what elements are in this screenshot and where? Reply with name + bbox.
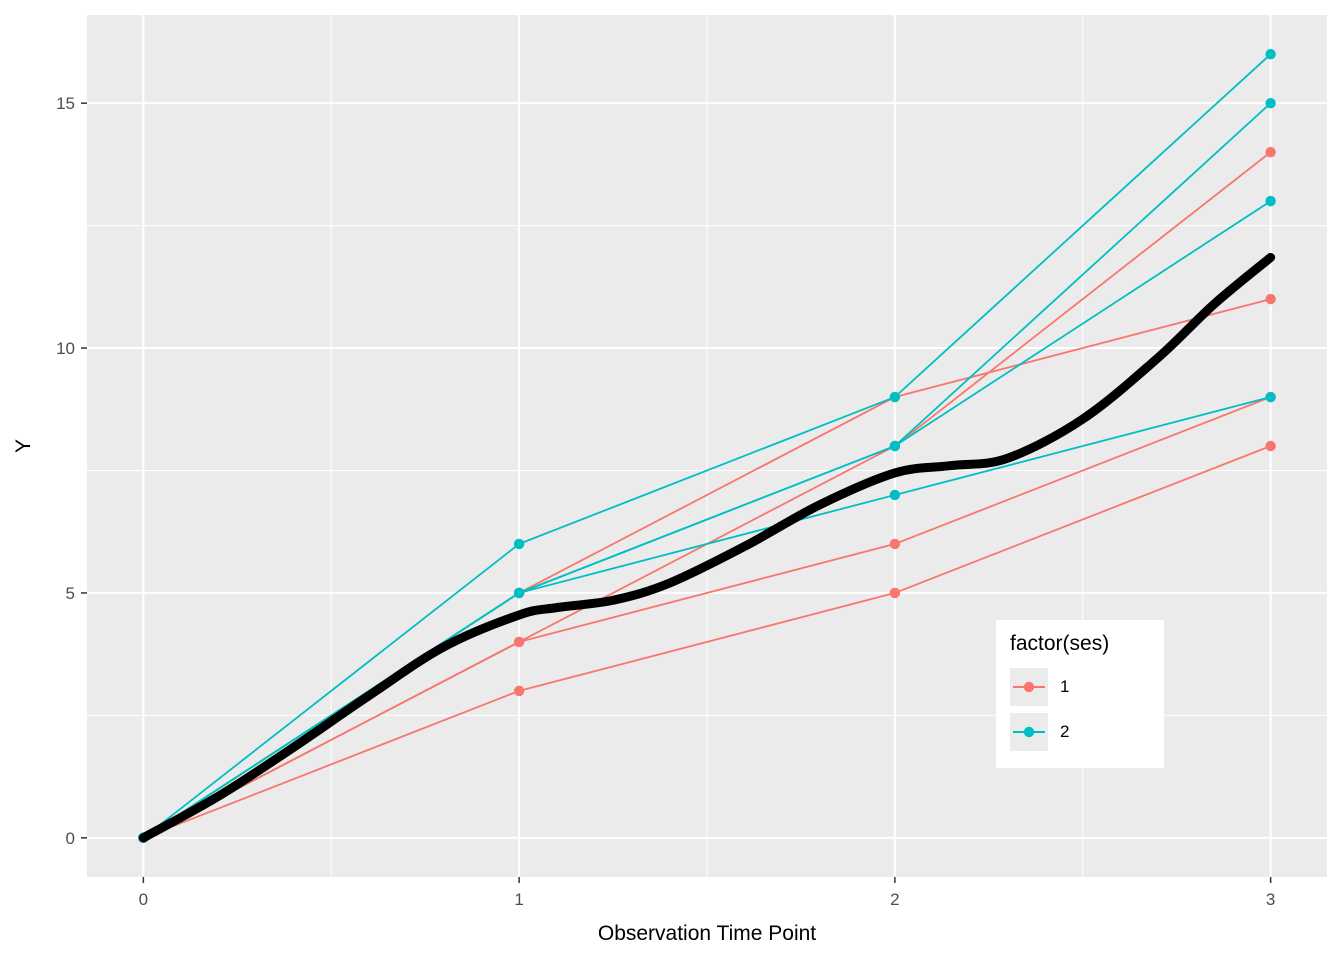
data-point-subject-2-t2 — [889, 538, 901, 550]
x-tick-label-2: 2 — [890, 890, 899, 909]
data-point-subject-6-t3 — [1265, 195, 1276, 207]
data-point-subject-3-t3 — [1265, 293, 1276, 305]
y-tick-label-5: 5 — [66, 584, 75, 603]
x-axis-title: Observation Time Point — [598, 922, 816, 945]
legend-label-2: 2 — [1060, 722, 1070, 741]
data-point-subject-4-t1 — [513, 636, 525, 648]
data-point-subject-7-t1 — [513, 587, 525, 599]
y-axis-title: Y — [12, 439, 35, 453]
data-point-subject-8-t3 — [1265, 48, 1276, 60]
data-point-subject-5-t3 — [1265, 391, 1276, 403]
y-tick-label-0: 0 — [66, 829, 75, 848]
data-point-subject-1-t2 — [889, 587, 901, 599]
trajectory-line-subject-7 — [142, 102, 1272, 839]
data-point-subject-8-t2 — [889, 391, 901, 403]
legend-entry-2: 2 — [1010, 713, 1152, 751]
legend-title: factor(ses) — [1010, 632, 1110, 655]
data-point-subject-7-t3 — [1265, 97, 1276, 109]
legend-key-icon-1 — [1010, 668, 1048, 706]
legend-entry-1: 1 — [1010, 668, 1152, 706]
y-tick-label-10: 10 — [56, 339, 75, 358]
data-point-subject-8-t1 — [513, 538, 525, 550]
trajectory-line-subject-1 — [143, 445, 1271, 839]
data-point-subject-5-t2 — [889, 489, 901, 501]
data-point-subject-7-t2 — [889, 440, 901, 452]
legend-key-icon-2 — [1010, 713, 1048, 751]
data-point-subject-1-t1 — [513, 685, 525, 697]
data-point-subject-1-t3 — [1265, 440, 1276, 452]
x-tick-label-0: 0 — [139, 890, 148, 909]
trajectory-line-subject-8 — [142, 53, 1272, 839]
data-point-subject-4-t3 — [1265, 146, 1276, 158]
x-tick-label-3: 3 — [1266, 890, 1275, 909]
legend-label-1: 1 — [1060, 677, 1070, 696]
x-tick-label-1: 1 — [514, 890, 523, 909]
y-tick-label-15: 15 — [56, 94, 75, 113]
smooth-line — [138, 252, 1276, 843]
